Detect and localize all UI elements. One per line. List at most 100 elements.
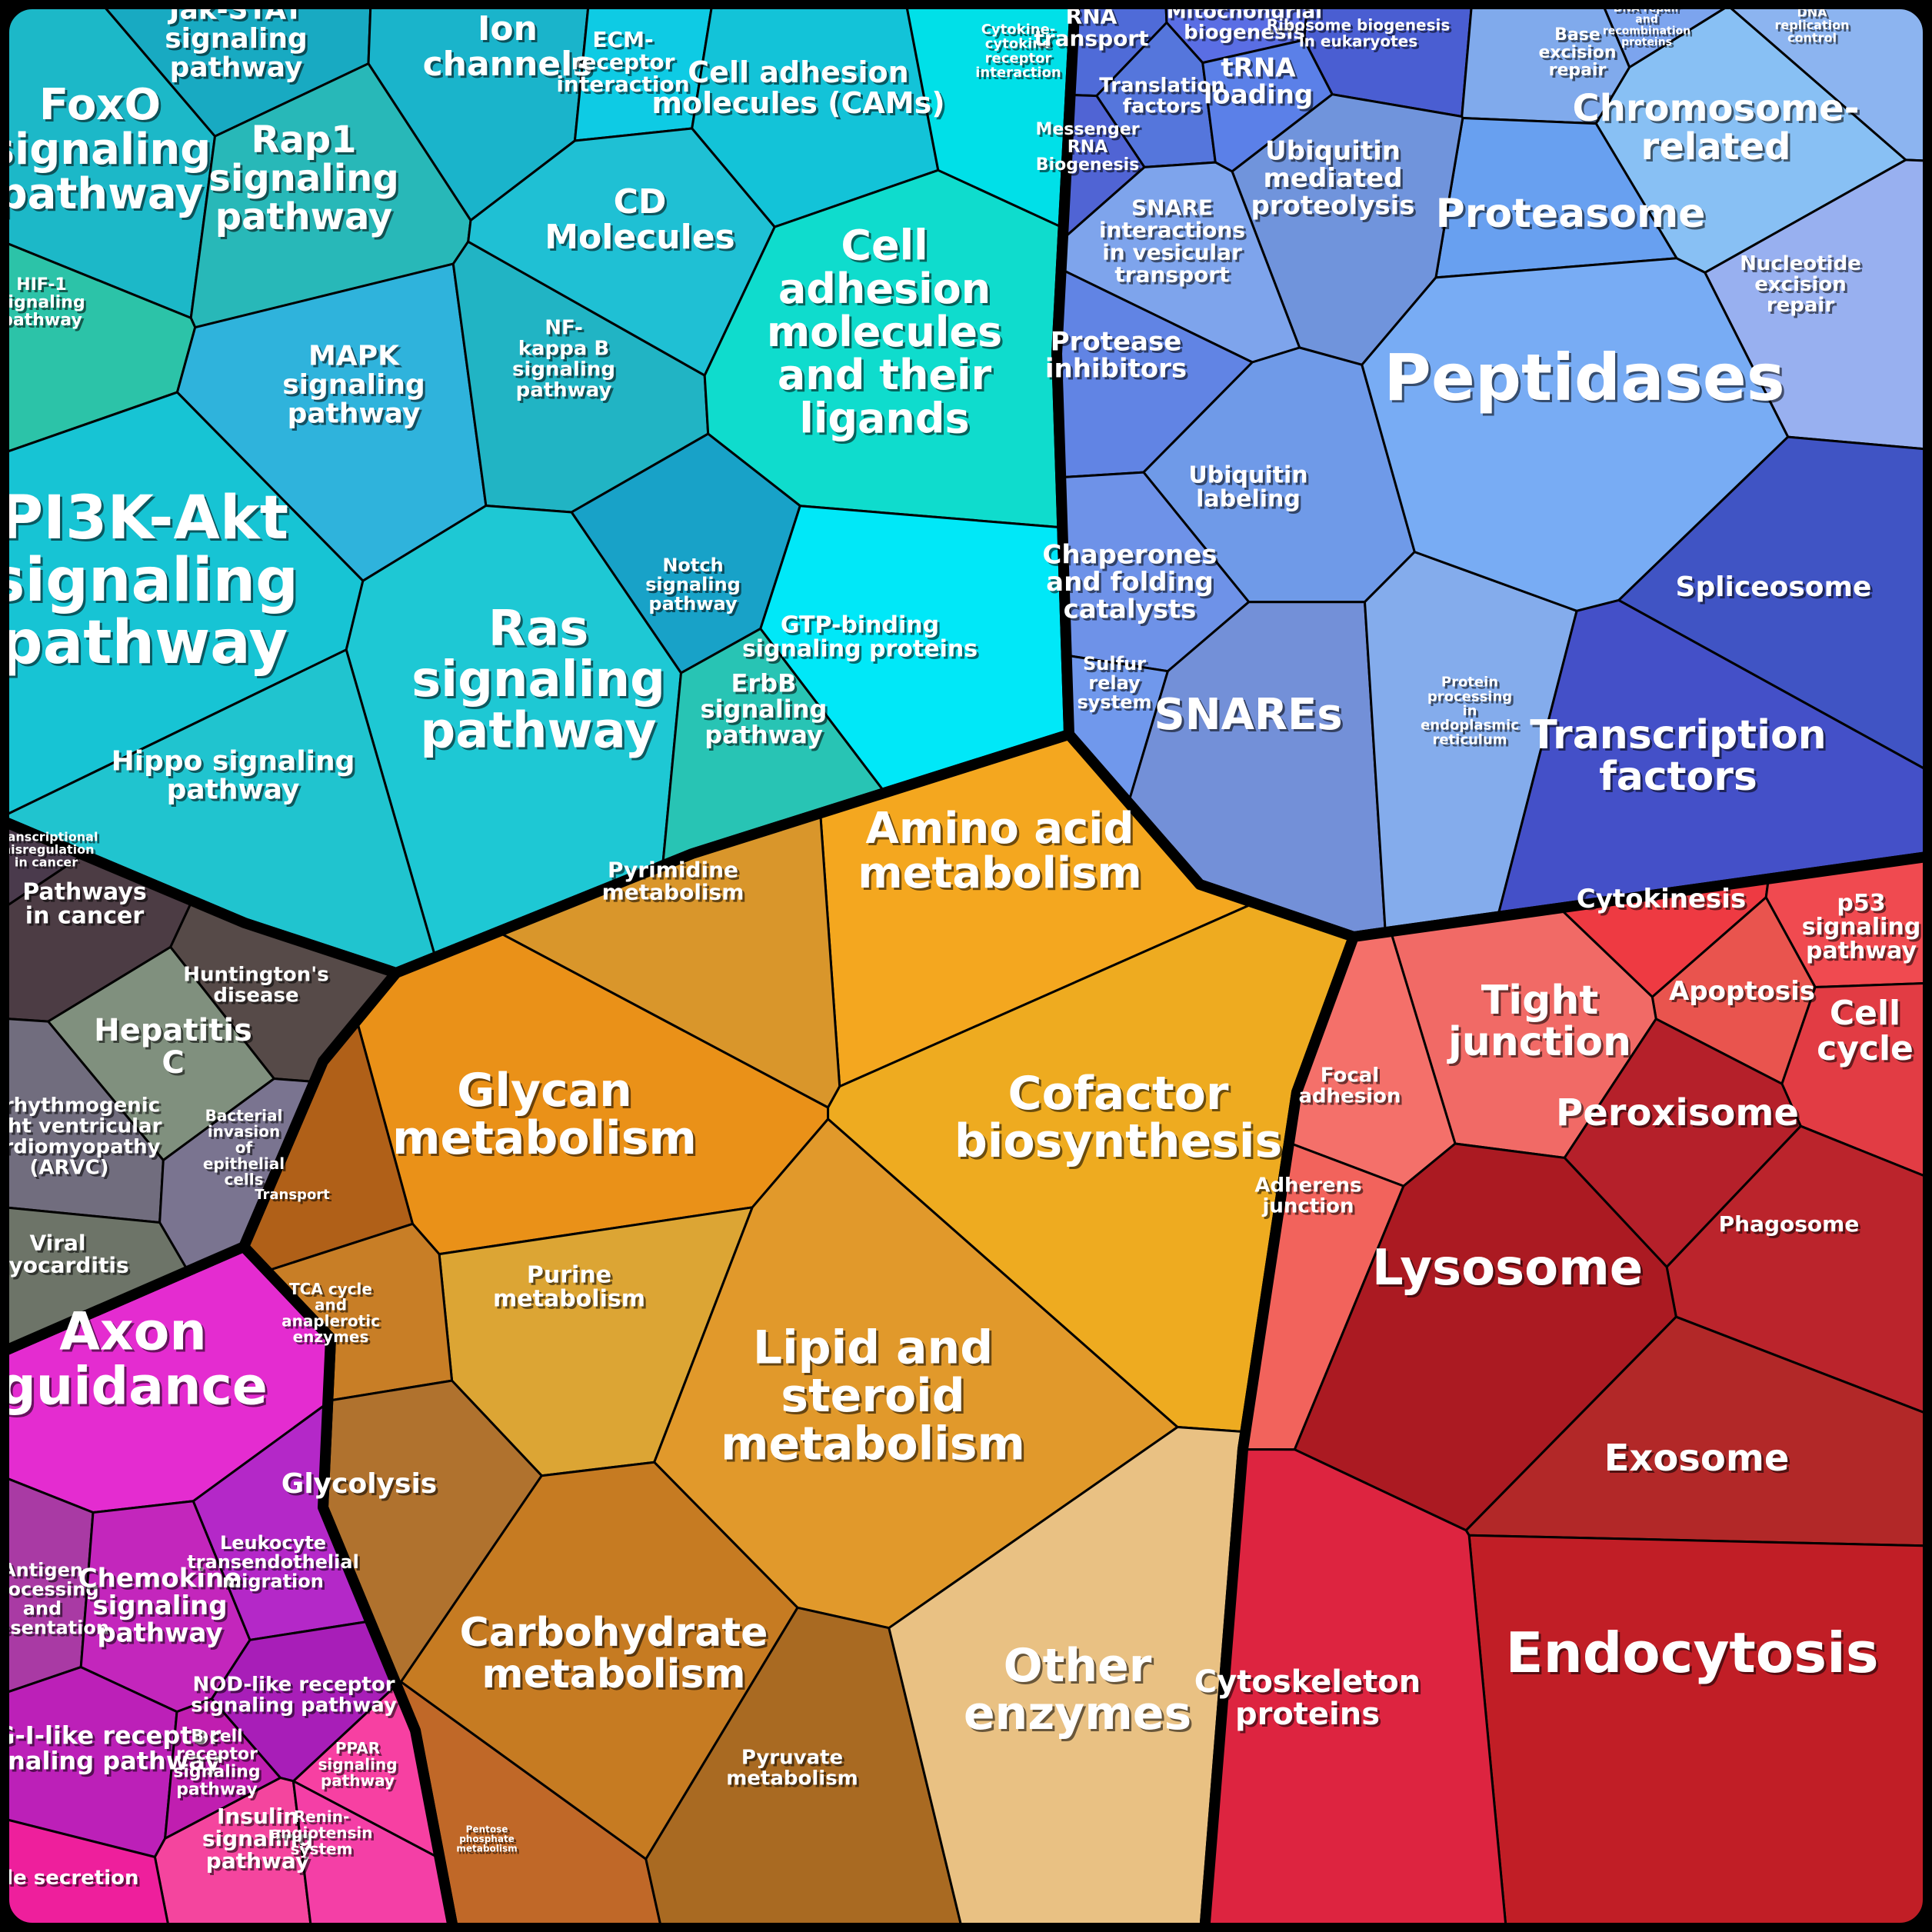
cell-label: Proteasome xyxy=(1436,191,1706,237)
cell-label: Carbohydrate metabolism xyxy=(460,1610,768,1697)
cell-label-shadow: Peroxisome xyxy=(1558,1094,1801,1137)
cell-label: Antigenprocessingandpresentation xyxy=(0,1560,109,1639)
cell-label-shadow: Hepatitis C xyxy=(96,1015,255,1083)
cell-label: CD Molecules xyxy=(545,182,734,257)
cell-label: Renin-angiotensin system xyxy=(270,1807,372,1858)
cell-label: Cytokinesis xyxy=(1577,884,1746,914)
cell-label-shadow: Adherens junction xyxy=(1257,1177,1364,1221)
cell-label-shadow: CD Molecules xyxy=(547,185,737,259)
cell-label: Translation factors xyxy=(1099,75,1224,118)
cell-label-shadow: Chromosome-related xyxy=(1574,89,1861,171)
cell-label: Transcriptional misregulation in cancer xyxy=(0,829,98,869)
group-organismal-systems-outline xyxy=(0,1241,459,1932)
cell-cytoskeleton-proteins xyxy=(1203,1448,1508,1932)
cell-label-shadow: Apoptosis xyxy=(1671,978,1817,1009)
cell-label: Hippo signaling pathway xyxy=(112,745,355,805)
cell-label-shadow: Cell adhesion molecules and their ligands xyxy=(769,224,1004,445)
cell-label-shadow: SNARE interactions in vesicular transport xyxy=(1101,197,1247,289)
cell-label: FoxO signaling pathway xyxy=(0,80,211,219)
cell-label: Pyrimidine metabolism xyxy=(602,857,744,904)
cell-label-shadow: Nucleotide excision repair xyxy=(1742,255,1864,319)
cell-label: Chromosome-related xyxy=(1572,87,1859,168)
cell-label-shadow: Insulin signaling pathway xyxy=(205,1806,315,1876)
cell-label-shadow: Cofactor biosynthesis xyxy=(957,1069,1284,1171)
cell-label-shadow: p53 signaling pathway xyxy=(1804,892,1924,967)
cell-bile-secretion xyxy=(0,1817,171,1932)
group-human-diseases xyxy=(0,814,401,1358)
cell-label-shadow: Huntington's disease xyxy=(185,966,331,1010)
cell-label: Chaperones and folding catalysts xyxy=(1042,540,1217,625)
cell-label: Base excision repair xyxy=(1538,25,1616,80)
cell-label-shadow: MAPK signaling pathway xyxy=(285,343,428,432)
cell-label-shadow: Pyruvate metabolism xyxy=(728,1749,861,1793)
cell-label-shadow: Hippo signaling pathway xyxy=(114,748,358,808)
cell-label: Ion channels xyxy=(423,9,593,84)
cell-label: HIF-1 signaling pathway xyxy=(0,275,85,330)
cell-label: TCA cycle and anaplerotic enzymes xyxy=(281,1280,380,1346)
cell-label: Transport xyxy=(255,1187,330,1203)
group-cellular-processes-outline xyxy=(1199,851,1932,1932)
cell-label: Chemokine signaling pathway xyxy=(78,1564,242,1649)
cell-label-shadow: Amino acid metabolism xyxy=(860,806,1144,901)
cell-endocytosis xyxy=(1467,1534,1932,1932)
cell-label-shadow: Cytokinesis xyxy=(1579,886,1748,917)
cell-label-shadow: Cytoskeleton proteins xyxy=(1197,1667,1423,1734)
cell-label-shadow: Renin-angiotensin system xyxy=(272,1810,375,1860)
cell-label: Lipid and steroid metabolism xyxy=(721,1321,1025,1471)
cell-label-shadow: ErbB signaling pathway xyxy=(703,671,830,752)
cell-label: Cell adhesion molecules (CAMs) xyxy=(651,55,944,120)
cell-label-shadow: Other enzymes xyxy=(966,1641,1194,1743)
cell-label: Cell cycle xyxy=(1817,994,1914,1068)
cell-label: MAPK signaling pathway xyxy=(282,341,425,430)
cell-label-shadow: Antigenprocessingandpresentation xyxy=(0,1562,112,1641)
cell-label-shadow: Notch signaling pathway xyxy=(648,557,743,617)
group-signaling-and-cell-communication xyxy=(0,0,1081,978)
cell-label-shadow: Rap1 signaling pathway xyxy=(211,121,401,241)
cell-label: Endocytosis xyxy=(1505,1621,1878,1685)
cell-label-shadow: Proteasome xyxy=(1438,193,1708,239)
cell-label: Pathways in cancer xyxy=(22,878,147,929)
cell-label: Huntington's disease xyxy=(183,964,328,1008)
cell-label: Adherens junction xyxy=(1254,1174,1361,1218)
cell-label: Ubiquitin labeling xyxy=(1188,461,1307,512)
cell-label-shadow: Sulfur relay system xyxy=(1080,655,1154,715)
cell-label-shadow: Transcription factors xyxy=(1532,715,1828,802)
group-genetic-information-processing xyxy=(1051,0,1932,942)
cell-label-shadow: PPAR signaling pathway xyxy=(320,1741,399,1792)
cell-label: Spliceosome xyxy=(1676,571,1872,603)
cell-label-shadow: Purine metabolism xyxy=(495,1264,648,1314)
cell-label: Peroxisome xyxy=(1556,1091,1799,1134)
cell-label-shadow: Lipid and steroid metabolism xyxy=(723,1324,1028,1474)
cell-label: Glycolysis xyxy=(281,1468,437,1500)
cell-label: Amino acid metabolism xyxy=(858,804,1142,898)
cell-label: Pentose phosphate metabolism xyxy=(456,1824,517,1854)
cell-label: NOD-like receptor signaling pathway xyxy=(191,1674,397,1717)
cell-label: Viral myocarditis xyxy=(0,1230,129,1277)
cell-label: Cell adhesion molecules and their ligands xyxy=(767,222,1002,443)
cell-label: Bile secretion xyxy=(0,1867,139,1890)
cell-label: PPAR signaling pathway xyxy=(318,1739,397,1790)
cell-label-shadow: DNA replication control xyxy=(1777,7,1852,47)
cell-label: Cytokine-cytokine receptor interaction xyxy=(975,22,1061,81)
cell-label: Transcription factors xyxy=(1530,712,1826,800)
cell-label-shadow: Bile secretion xyxy=(0,1869,142,1892)
cell-transcription-factors xyxy=(1496,598,1932,918)
cell-label-shadow: ECM-receptor interaction xyxy=(558,29,691,99)
cell-label-shadow: Pyrimidine metabolism xyxy=(605,859,747,907)
cell-label-shadow: Leukocyte transendothelial migration xyxy=(189,1534,361,1594)
cell-label: Tight junction xyxy=(1447,978,1631,1065)
cell-label-shadow: Protease inhibitors xyxy=(1048,328,1189,386)
cell-label-shadow: Cytokine-cytokine receptor interaction xyxy=(978,24,1063,83)
cell-label: Jak-STAT signaling pathway xyxy=(165,0,308,83)
group-cellular-processes xyxy=(1199,851,1932,1932)
cell-label: Ribosome biogenesis in eukaryotes xyxy=(1267,16,1451,51)
cell-label: Nucleotide excision repair xyxy=(1740,252,1861,317)
cell-label-shadow: B cell receptor signaling pathway xyxy=(175,1730,262,1802)
cell-label-shadow: Transcriptional misregulation in cancer xyxy=(0,831,100,871)
cell-label: Sulfur relay system xyxy=(1078,653,1152,713)
